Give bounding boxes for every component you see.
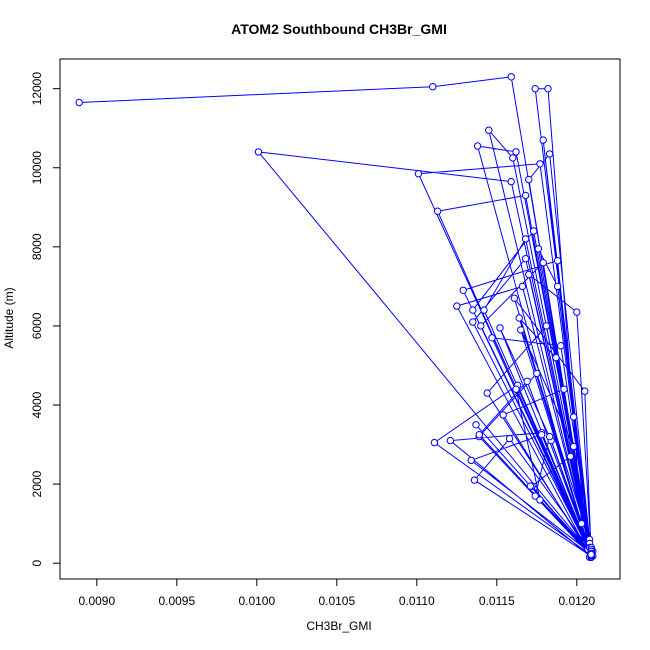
data-point: [545, 150, 554, 158]
data-point: [539, 259, 547, 267]
x-tick-label: 0.0120: [558, 594, 595, 608]
x-tick-label: 0.0090: [78, 594, 115, 608]
data-point: [544, 85, 552, 93]
data-point: [521, 255, 530, 263]
x-tick-label: 0.0110: [399, 594, 435, 608]
data-point: [552, 353, 560, 362]
data-point: [526, 482, 535, 490]
data-point: [518, 282, 527, 291]
data-point: [429, 83, 437, 91]
data-point: [529, 227, 538, 235]
data-point: [537, 431, 546, 439]
data-point: [545, 432, 554, 441]
data-point: [512, 148, 520, 156]
data-point: [515, 314, 523, 322]
data-point: [569, 413, 578, 421]
data-point: [536, 160, 544, 168]
x-tick-label: 0.0115: [479, 594, 515, 608]
data-point: [496, 324, 504, 332]
data-point: [525, 270, 533, 279]
data-point: [483, 389, 491, 397]
data-point: [573, 308, 581, 316]
series-layer: [75, 73, 597, 561]
data-point: [480, 306, 488, 314]
y-tick-label: 6000: [30, 312, 44, 339]
data-point: [453, 302, 461, 310]
data-point: [542, 322, 551, 330]
data-point: [505, 434, 514, 443]
data-point: [485, 126, 493, 134]
data-point: [517, 326, 525, 334]
data-point: [488, 334, 496, 342]
y-axis: 0 2000 4000 6000 8000 10000 12000: [30, 72, 61, 567]
data-point: [472, 421, 480, 429]
y-tick-label: 2000: [30, 470, 44, 497]
data-point: [469, 318, 477, 326]
data-point: [499, 411, 507, 419]
data-point: [459, 286, 467, 294]
data-point: [557, 342, 565, 350]
data-point: [581, 387, 589, 395]
x-axis: 0.0090 0.0095 0.0100 0.0105 0.0110 0.0115 0.01…: [78, 578, 595, 608]
x-tick-label: 0.0095: [158, 594, 195, 608]
data-point: [430, 438, 439, 447]
data-point: [569, 442, 578, 451]
data-point: [521, 191, 530, 200]
data-point: [534, 245, 543, 253]
data-point: [531, 85, 539, 93]
y-tick-label: 4000: [30, 391, 44, 418]
data-point: [531, 492, 539, 500]
y-tick-label: 12000: [30, 72, 44, 106]
data-point: [560, 385, 568, 393]
data-point: [510, 294, 519, 302]
data-point: [509, 154, 517, 162]
data-point: [587, 550, 595, 559]
data-point: [533, 369, 541, 378]
data-point: [553, 257, 562, 265]
data-point: [553, 282, 562, 291]
data-point: [446, 436, 455, 445]
data-point: [254, 148, 263, 156]
data-point: [521, 235, 530, 243]
x-tick-label: 0.0100: [238, 594, 275, 608]
chart-title: ATOM2 Southbound CH3Br_GMI: [231, 21, 447, 37]
data-point: [523, 377, 531, 385]
data-point: [577, 519, 586, 528]
data-point: [477, 322, 485, 330]
data-point: [539, 136, 547, 144]
data-point: [536, 496, 544, 504]
data-point: [467, 456, 475, 465]
data-point: [433, 207, 442, 215]
data-point: [469, 306, 477, 314]
y-axis-label: Altitude (m): [2, 287, 16, 348]
data-point: [75, 98, 83, 107]
data-point: [473, 142, 482, 150]
data-point: [525, 175, 533, 184]
data-point: [470, 476, 479, 484]
x-axis-label: CH3Br_GMI: [306, 619, 371, 633]
data-point: [507, 73, 515, 81]
y-tick-label: 0: [30, 560, 44, 567]
y-tick-label: 8000: [30, 233, 44, 260]
data-point: [414, 170, 423, 178]
data-point: [475, 431, 483, 439]
data-point: [566, 452, 575, 461]
data-point: [507, 177, 515, 186]
x-tick-label: 0.0105: [318, 594, 355, 608]
y-tick-label: 10000: [30, 151, 44, 185]
data-point: [512, 385, 520, 393]
